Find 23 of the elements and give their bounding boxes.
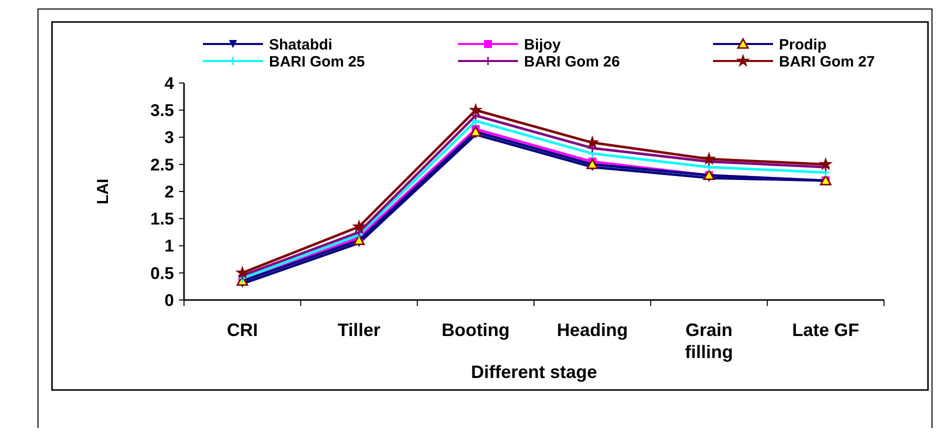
y-tick-label: 3.5 [150,101,174,120]
y-tick-label: 0 [164,290,174,310]
x-tick-label: Booting [442,320,510,340]
x-tick-label: CRI [226,320,258,340]
x-tick-label: Tiller [338,320,380,340]
y-tick-label: 4 [164,74,175,93]
y-tick-label: 1 [164,236,174,256]
y-tick-label: 2.5 [150,155,174,174]
x-tick-label: Grain filling [685,320,733,362]
x-tick-label: Late GF [792,320,860,340]
legend-label: BARI Gom 27 [779,53,875,70]
legend-label: BARI Gom 26 [524,53,620,70]
legend-label: Prodip [779,36,826,54]
x-axis-title: Different stage [470,362,598,382]
y-tick-label: 2 [164,182,174,202]
y-tick-label: 3 [164,128,174,148]
legend-label: Shatabdi [269,36,332,54]
x-tick-label: Heading [556,320,628,340]
legend-label: BARI Gom 25 [269,53,365,70]
y-tick-label: 0.5 [150,264,174,283]
legend-label: Bijoy [524,36,562,54]
y-tick-label: 1.5 [150,210,174,229]
y-axis-title: LAI [95,178,112,204]
